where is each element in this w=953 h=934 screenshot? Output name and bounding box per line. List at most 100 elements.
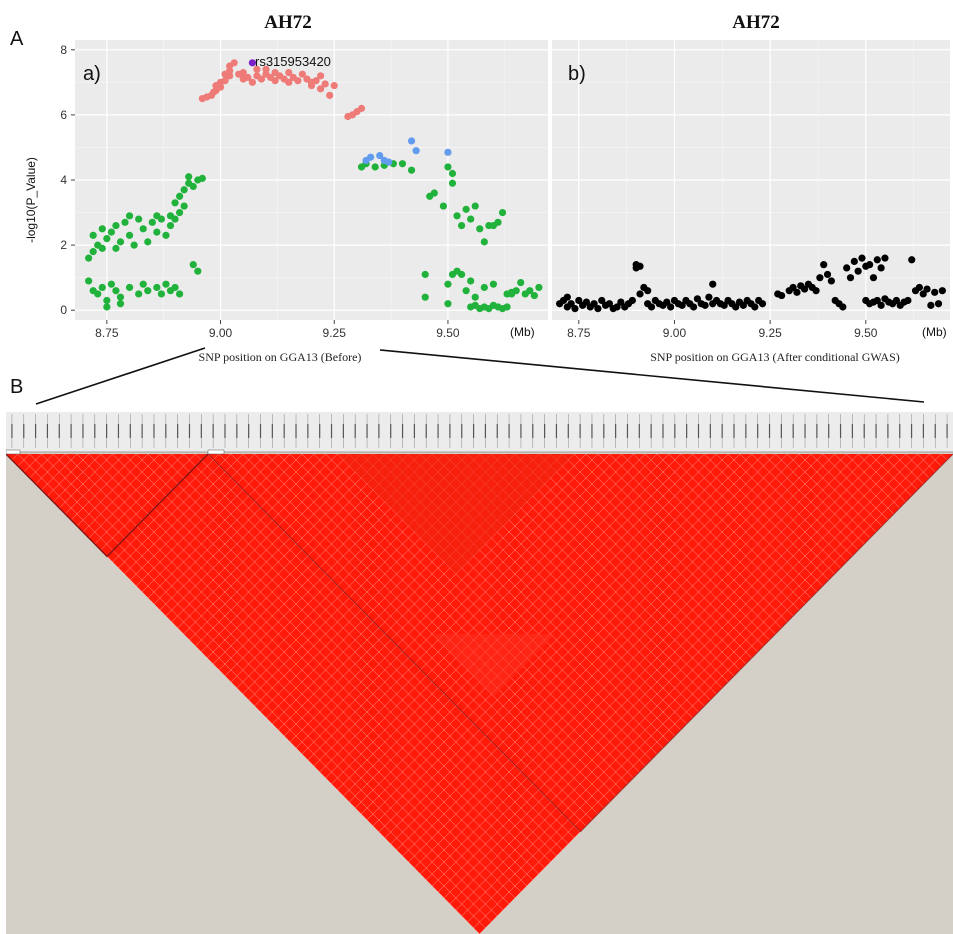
ld-grid-line — [372, 453, 741, 827]
ld-grid-line — [893, 453, 924, 485]
zoom-line-left — [35, 347, 206, 405]
ld-block-tag — [207, 449, 225, 455]
ld-grid-line — [295, 453, 587, 749]
x-tick-label: 8.75 — [567, 326, 591, 340]
data-point — [98, 283, 106, 292]
data-point — [285, 68, 293, 77]
ld-grid-line — [449, 453, 894, 905]
ld-grid-line — [473, 453, 942, 929]
x-unit-a: (Mb) — [510, 325, 535, 339]
data-point — [139, 280, 147, 288]
data-point — [312, 77, 320, 85]
ld-grid-line — [53, 453, 101, 503]
ld-grid-line — [384, 453, 764, 839]
data-point — [931, 288, 939, 296]
ld-grid-line — [414, 453, 823, 869]
data-point — [800, 285, 809, 293]
data-point — [107, 228, 115, 236]
data-point — [430, 189, 438, 197]
ld-grid-line — [159, 453, 314, 611]
data-point — [385, 158, 393, 166]
x-tick-label: 8.75 — [95, 326, 119, 340]
data-point — [923, 285, 931, 293]
data-point — [371, 163, 379, 171]
data-point — [103, 296, 111, 305]
data-point — [285, 78, 293, 86]
ld-grid-line — [313, 453, 622, 767]
panel-a-label: A — [10, 28, 24, 50]
ld-grid-line — [11, 453, 19, 461]
ld-grid-line — [337, 453, 670, 791]
ld-grid-line — [159, 453, 557, 857]
ld-grid-line — [656, 453, 806, 605]
ld-grid-line — [17, 453, 30, 467]
ld-grid-line — [201, 453, 397, 653]
data-point — [720, 301, 728, 309]
ld-grid-line — [331, 453, 658, 785]
data-point — [239, 68, 247, 77]
data-point — [617, 298, 625, 306]
ld-grid-line — [325, 453, 640, 773]
ld-grid-line — [585, 453, 770, 641]
data-point — [839, 303, 847, 311]
ld-snp-labels — [6, 414, 953, 453]
ld-grid-line — [869, 453, 912, 497]
data-point — [130, 241, 138, 249]
x-tick-label: 9.00 — [209, 326, 233, 340]
data-point — [793, 288, 801, 296]
data-point — [162, 280, 170, 288]
ld-grid-line — [183, 453, 569, 845]
data-point — [494, 218, 502, 226]
data-point — [176, 208, 184, 217]
data-point — [257, 75, 266, 83]
data-point — [107, 280, 115, 288]
data-point — [135, 215, 143, 223]
ld-grid-line — [82, 453, 161, 533]
data-point — [503, 303, 511, 311]
data-point — [908, 256, 916, 264]
data-point — [171, 215, 179, 223]
data-point — [94, 290, 102, 298]
data-point — [594, 305, 602, 313]
ld-grid-line — [562, 453, 758, 653]
data-point — [439, 202, 447, 210]
ld-grid-line — [88, 453, 522, 893]
data-point — [919, 290, 927, 298]
data-point — [605, 300, 614, 308]
ld-block-outlines — [6, 449, 953, 833]
ld-grid-line — [70, 453, 137, 521]
data-point — [444, 280, 452, 288]
grid-b — [552, 40, 950, 320]
ld-grid-line — [917, 453, 936, 473]
zoom-line-right — [379, 349, 925, 403]
data-point — [326, 91, 334, 99]
data-point — [194, 267, 202, 275]
ld-grid-line — [118, 453, 232, 569]
ld-grid-line — [65, 453, 125, 515]
data-point — [230, 59, 238, 67]
data-point — [176, 290, 184, 298]
data-point — [462, 205, 470, 213]
data-point — [116, 300, 125, 308]
data-point — [881, 254, 889, 262]
data-point — [444, 163, 452, 171]
ld-grid-line — [124, 453, 243, 575]
data-point — [121, 218, 129, 226]
data-point — [376, 151, 384, 160]
ld-grid-line — [301, 453, 599, 755]
data-point — [112, 244, 120, 252]
ld-grid-line — [798, 453, 877, 533]
ld-grid-line — [289, 453, 575, 743]
y-tick-label: 4 — [60, 173, 67, 187]
ld-grid-line — [195, 453, 385, 647]
data-point — [480, 238, 488, 246]
data-point — [858, 254, 866, 262]
ld-grid-line — [538, 453, 747, 665]
ld-grid-line — [396, 453, 788, 851]
data-point — [877, 264, 885, 272]
y-tick-label: 6 — [60, 108, 67, 122]
data-point — [636, 290, 644, 298]
ld-grid-line — [130, 453, 255, 581]
data-point — [157, 215, 166, 223]
points-a — [85, 59, 543, 313]
